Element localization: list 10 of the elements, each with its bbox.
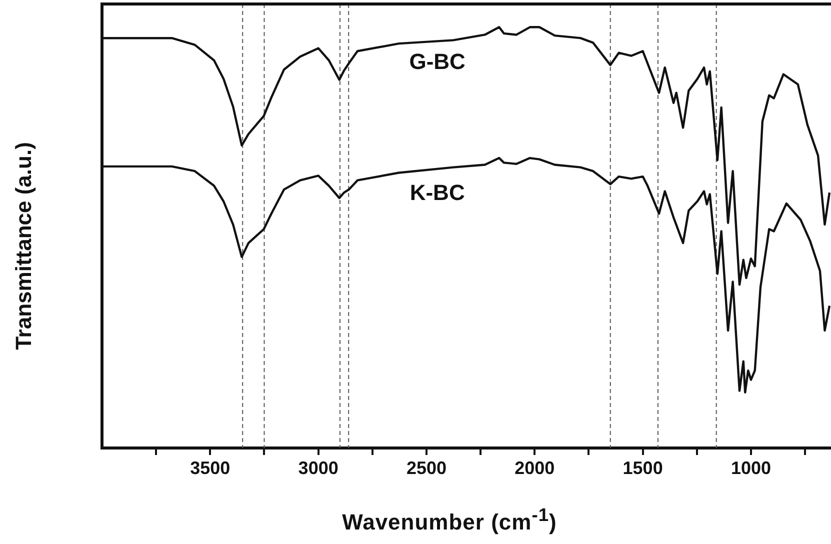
y-axis-title: Transmittance (a.u.) [11,142,37,350]
x-axis-title: Wavenumber (cm$^{-1}$) [341,504,558,536]
x-tick-label: 2000 [514,458,555,478]
x-tick-label: 1500 [622,458,663,478]
series-label: K-BC [410,180,465,206]
x-tick-label: 3000 [298,458,338,478]
x-tick-label: 2500 [406,458,447,478]
series-label: G-BC [409,49,466,74]
x-tick-label: 1000 [730,458,771,478]
x-tick-label: 3500 [190,458,230,478]
